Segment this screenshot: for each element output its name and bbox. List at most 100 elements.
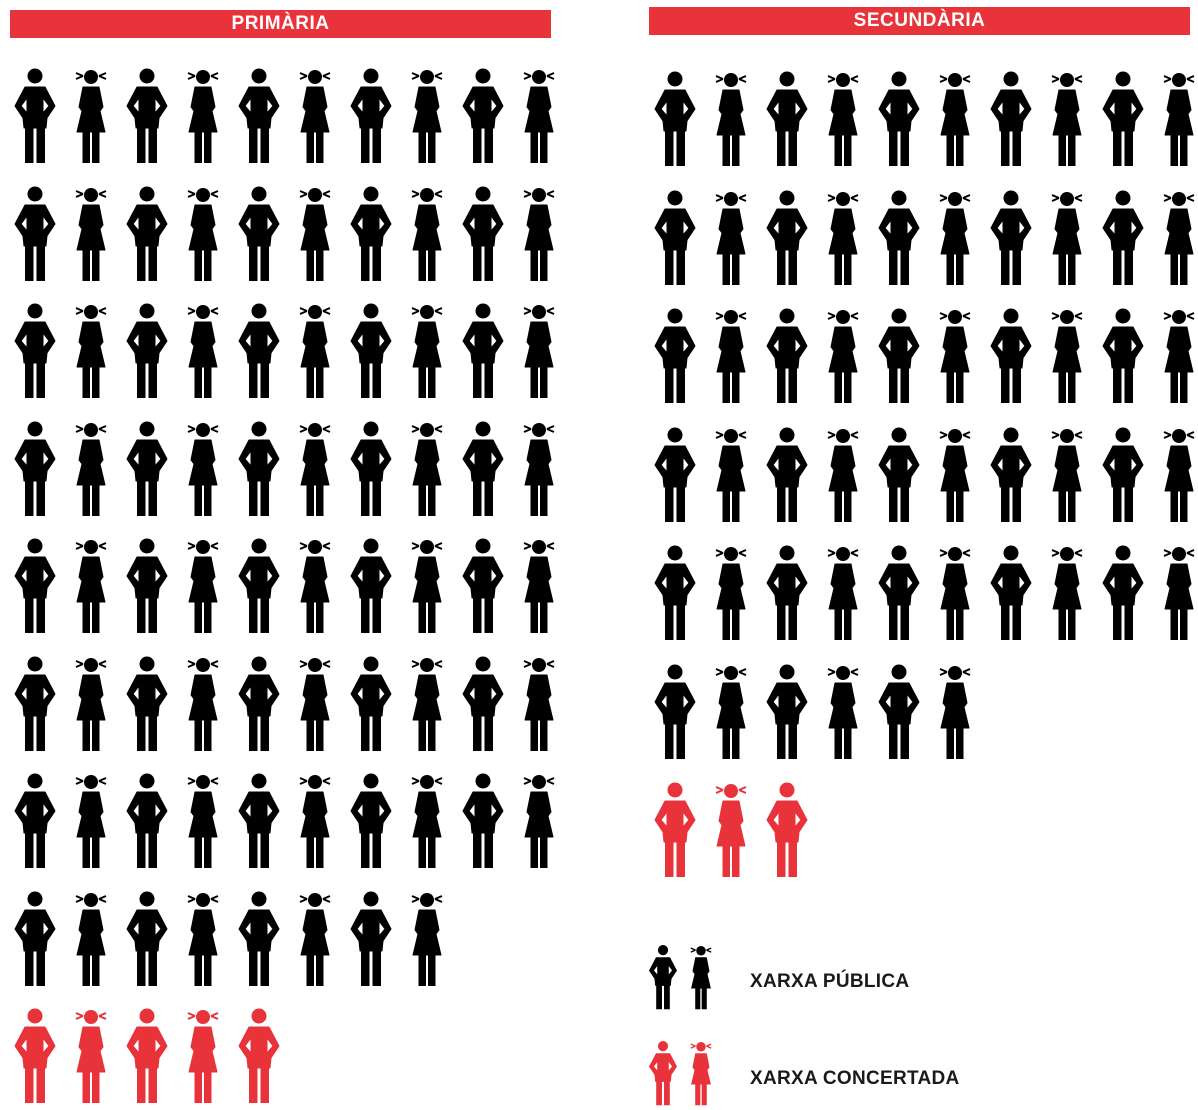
public-male-figure-icon [14,891,56,986]
public-male-figure-icon [462,421,504,516]
public-female-figure-icon [827,191,859,285]
female-figure-icon [690,946,712,1010]
public-female-figure-icon [827,665,859,759]
public-male-figure-icon [238,186,280,281]
public-male-figure-icon [766,308,808,403]
public-male-figure-icon [1102,71,1144,166]
public-female-figure-icon [523,657,555,751]
public-male-figure-icon [878,545,920,640]
public-female-figure-icon [411,70,443,163]
legend-concertada-label: XARXA CONCERTADA [750,1068,960,1089]
public-female-figure-icon [939,665,971,759]
male-figure-icon [649,1041,677,1106]
public-male-figure-icon [1102,190,1144,285]
public-male-figure-icon [654,71,696,166]
public-male-figure-icon [238,303,280,398]
public-female-figure-icon [299,70,331,163]
public-female-figure-icon [715,428,747,522]
public-female-figure-icon [827,73,859,166]
public-female-figure-icon [1051,73,1083,166]
public-male-figure-icon [462,186,504,281]
public-male-figure-icon [126,421,168,516]
public-female-figure-icon [187,422,219,516]
public-female-figure-icon [299,892,331,986]
public-male-figure-icon [462,303,504,398]
public-male-figure-icon [14,186,56,281]
public-male-figure-icon [878,190,920,285]
public-female-figure-icon [187,540,219,633]
public-female-figure-icon [299,422,331,516]
public-male-figure-icon [126,68,168,163]
public-male-figure-icon [14,656,56,751]
public-female-figure-icon [411,892,443,986]
public-female-figure-icon [299,187,331,281]
public-female-figure-icon [523,775,555,868]
public-male-figure-icon [766,664,808,759]
public-female-figure-icon [939,428,971,522]
legend-public-icons [646,944,716,1014]
public-male-figure-icon [1102,545,1144,640]
public-female-figure-icon [715,665,747,759]
public-male-figure-icon [238,656,280,751]
public-female-figure-icon [1163,191,1195,285]
public-male-figure-icon [238,773,280,868]
public-male-figure-icon [350,773,392,868]
primaria-header: PRIMÀRIA [10,10,551,38]
concertada-male-figure-icon [14,1008,56,1103]
public-male-figure-icon [350,303,392,398]
concertada-male-figure-icon [238,1008,280,1103]
public-female-figure-icon [939,547,971,640]
public-male-figure-icon [990,71,1032,166]
public-male-figure-icon [350,538,392,633]
public-female-figure-icon [411,540,443,633]
public-female-figure-icon [523,70,555,163]
public-female-figure-icon [827,547,859,640]
primaria-pictogram [0,0,560,1104]
public-female-figure-icon [1051,428,1083,522]
secundaria-header: SECUNDÀRIA [649,7,1190,35]
public-male-figure-icon [462,656,504,751]
public-female-figure-icon [75,70,107,163]
public-male-figure-icon [766,427,808,522]
public-female-figure-icon [1163,73,1195,166]
public-female-figure-icon [715,310,747,403]
public-male-figure-icon [126,303,168,398]
public-male-figure-icon [878,664,920,759]
public-female-figure-icon [715,73,747,166]
concertada-female-figure-icon [75,1010,107,1103]
public-male-figure-icon [990,545,1032,640]
public-male-figure-icon [654,664,696,759]
public-male-figure-icon [654,308,696,403]
public-male-figure-icon [350,891,392,986]
public-female-figure-icon [187,305,219,398]
public-male-figure-icon [126,891,168,986]
public-male-figure-icon [126,186,168,281]
public-male-figure-icon [654,545,696,640]
public-female-figure-icon [75,540,107,633]
public-male-figure-icon [238,891,280,986]
public-male-figure-icon [462,68,504,163]
public-male-figure-icon [766,545,808,640]
public-female-figure-icon [1051,191,1083,285]
secundaria-pictogram [640,0,1198,1104]
public-male-figure-icon [990,190,1032,285]
public-male-figure-icon [878,427,920,522]
public-female-figure-icon [411,187,443,281]
public-male-figure-icon [126,656,168,751]
public-male-figure-icon [126,773,168,868]
public-female-figure-icon [75,892,107,986]
public-female-figure-icon [299,775,331,868]
public-female-figure-icon [1163,310,1195,403]
male-figure-icon [649,945,677,1010]
public-male-figure-icon [14,773,56,868]
public-female-figure-icon [75,187,107,281]
public-male-figure-icon [238,68,280,163]
public-male-figure-icon [878,71,920,166]
public-female-figure-icon [299,657,331,751]
public-female-figure-icon [715,547,747,640]
legend-public-label: XARXA PÚBLICA [750,971,910,992]
public-male-figure-icon [1102,427,1144,522]
public-male-figure-icon [14,68,56,163]
public-male-figure-icon [238,538,280,633]
female-figure-icon [690,1042,712,1106]
